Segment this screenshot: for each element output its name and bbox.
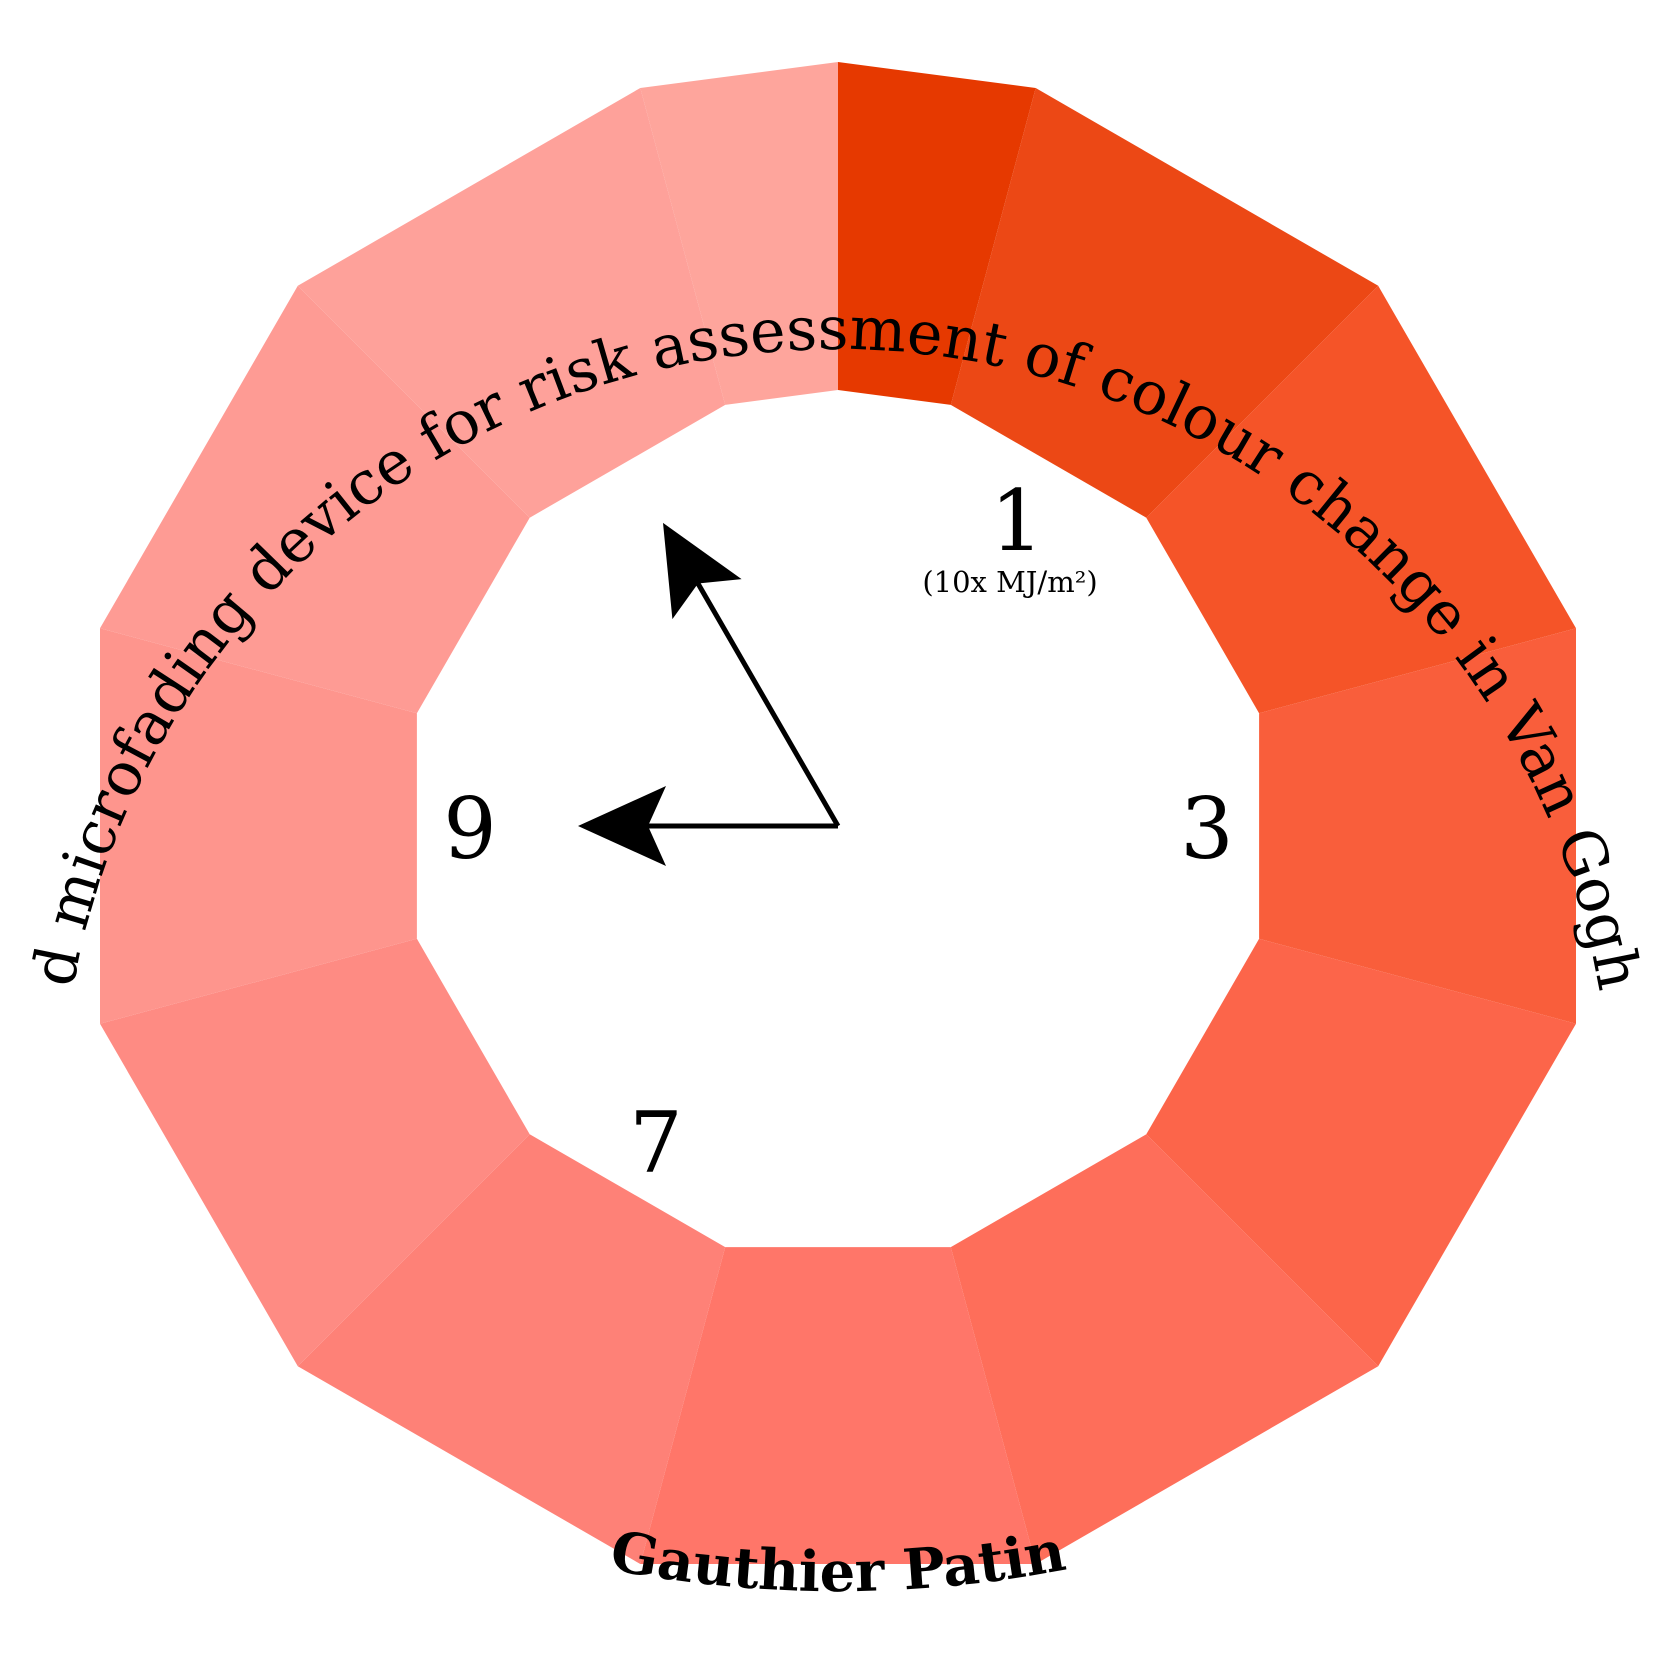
segment-12-left-half <box>640 62 838 405</box>
segment-12-right-half <box>838 62 1036 405</box>
segment-1 <box>950 88 1379 518</box>
hour-label-3: 3 <box>1180 780 1233 878</box>
segment-10 <box>100 285 530 714</box>
segment-6 <box>640 1247 1036 1564</box>
hour-label-7: 7 <box>629 1094 682 1192</box>
minute-hand-arrowhead <box>663 522 742 620</box>
segment-5 <box>950 1134 1379 1564</box>
segment-7 <box>297 1134 726 1564</box>
hour-label-1: 1 <box>990 472 1043 570</box>
clock-segments <box>100 62 1576 1564</box>
segment-9 <box>100 628 417 1024</box>
segment-3 <box>1259 628 1576 1024</box>
clock-hands <box>578 522 841 866</box>
hour-label-9: 9 <box>443 780 496 878</box>
segment-8 <box>100 938 530 1367</box>
minute-hand-line <box>670 538 841 828</box>
hour-hand-arrowhead <box>578 786 666 866</box>
segment-2 <box>1146 285 1576 714</box>
segment-11 <box>297 88 726 518</box>
segment-4 <box>1146 938 1576 1367</box>
unit-label: (10x MJ/m²) <box>922 565 1097 599</box>
